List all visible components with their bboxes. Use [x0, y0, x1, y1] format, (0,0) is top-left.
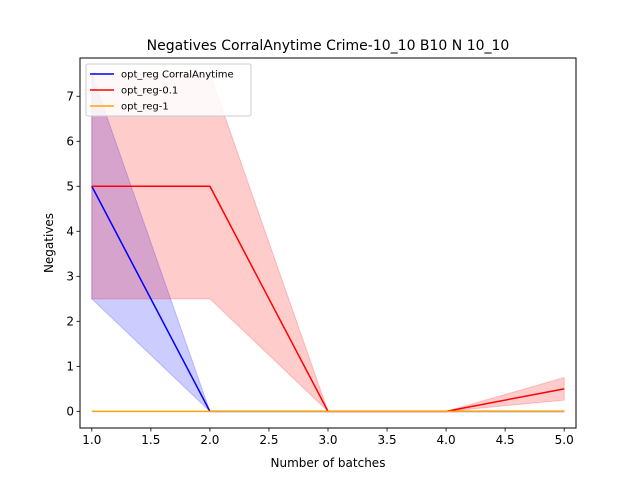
y-axis-label: Negatives	[42, 213, 56, 273]
x-tick-label: 1.5	[141, 433, 160, 447]
x-tick-label: 5.0	[555, 433, 574, 447]
x-tick-label: 2.0	[200, 433, 219, 447]
x-tick-label: 2.5	[259, 433, 278, 447]
y-tick-label: 0	[66, 404, 74, 418]
legend-label-3: opt_reg-1	[121, 102, 169, 113]
y-axis-ticks: 0 1 2 3 4 5 6 7	[66, 89, 80, 418]
y-tick-label: 6	[66, 134, 74, 148]
y-tick-label: 3	[66, 269, 74, 283]
legend-box	[85, 63, 252, 117]
y-tick-label: 4	[66, 224, 74, 238]
x-tick-label: 1.0	[82, 433, 101, 447]
x-axis-label: Number of batches	[271, 456, 386, 470]
y-tick-label: 2	[66, 314, 74, 328]
y-tick-label: 1	[66, 359, 74, 373]
legend-label-1: opt_reg CorralAnytime	[121, 70, 234, 81]
x-tick-label: 3.0	[318, 433, 337, 447]
x-tick-label: 4.5	[496, 433, 515, 447]
x-tick-label: 3.5	[378, 433, 397, 447]
y-tick-label: 7	[66, 89, 74, 103]
x-tick-label: 4.0	[437, 433, 456, 447]
x-axis-ticks: 1.0 1.5 2.0 2.5 3.0 3.5 4.0 4.5 5.0	[82, 428, 574, 447]
chart-title: Negatives CorralAnytime Crime-10_10 B10 …	[147, 38, 510, 54]
legend-label-2: opt_reg-0.1	[121, 86, 178, 97]
series-lines	[91, 185, 565, 413]
y-tick-label: 5	[66, 179, 74, 193]
legend: opt_reg CorralAnytime opt_reg-0.1 opt_reg-…	[85, 63, 252, 117]
band-series-2	[91, 73, 565, 412]
